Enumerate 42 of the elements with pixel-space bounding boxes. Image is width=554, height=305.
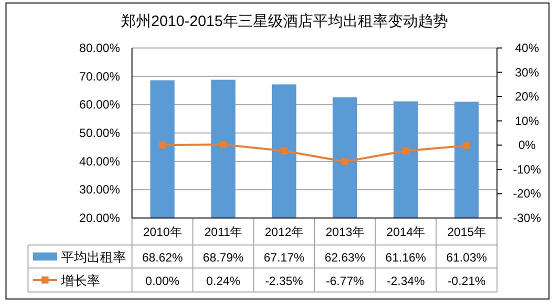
data-label: 67.17%: [264, 250, 305, 264]
y2-tick-label: -10%: [512, 162, 542, 176]
data-label: 68.62%: [142, 250, 184, 264]
y-tick-label: 20.00%: [79, 211, 120, 225]
point: [220, 141, 227, 148]
x-tick-label: 2015年: [447, 225, 486, 239]
data-label: 61.16%: [385, 250, 426, 264]
point: [341, 158, 348, 166]
y-tick-label: 40.00%: [79, 154, 120, 168]
data-label: -6.77%: [326, 274, 364, 288]
y-tick-label: 60.00%: [79, 98, 120, 112]
data-label: 0.00%: [145, 274, 180, 288]
y2-tick-label: -30%: [512, 211, 542, 225]
y-tick-label: 70.00%: [79, 69, 120, 84]
x-tick-label: 2012年: [264, 225, 304, 239]
x-tick-label: 2010年: [143, 225, 182, 239]
x-tick-label: 2011年: [204, 225, 242, 239]
x-tick-label: 2014年: [386, 225, 426, 239]
y2-tick-label: 40%: [514, 41, 540, 55]
legend-label: 增长率: [60, 273, 100, 288]
y2-tick-label: 30%: [514, 65, 540, 80]
y2-tick-label: -20%: [512, 186, 542, 201]
legend-label: 平均出租率: [61, 250, 126, 264]
y2-tick-label: 20%: [514, 90, 540, 104]
data-label: 0.24%: [206, 274, 241, 288]
point: [280, 147, 288, 154]
chart-title: 郑州2010-2015年三星级酒店平均出租率变动趋势: [121, 13, 448, 30]
data-label: -0.21%: [448, 274, 486, 288]
y-tick-label: 30.00%: [79, 182, 120, 197]
y2-tick-label: 0%: [518, 138, 536, 152]
y2-tick-label: 10%: [514, 114, 540, 128]
data-label: 62.63%: [324, 250, 366, 264]
x-tick-label: 2013年: [326, 225, 364, 239]
data-label: -2.34%: [386, 274, 426, 288]
point: [158, 142, 166, 149]
data-label: 61.03%: [446, 250, 488, 264]
data-label: -2.35%: [265, 274, 304, 288]
y-tick-label: 80.00%: [79, 41, 120, 55]
point: [402, 147, 410, 154]
point: [463, 142, 470, 150]
data-label: 68.79%: [202, 250, 244, 264]
y-tick-label: 50.00%: [79, 126, 120, 140]
